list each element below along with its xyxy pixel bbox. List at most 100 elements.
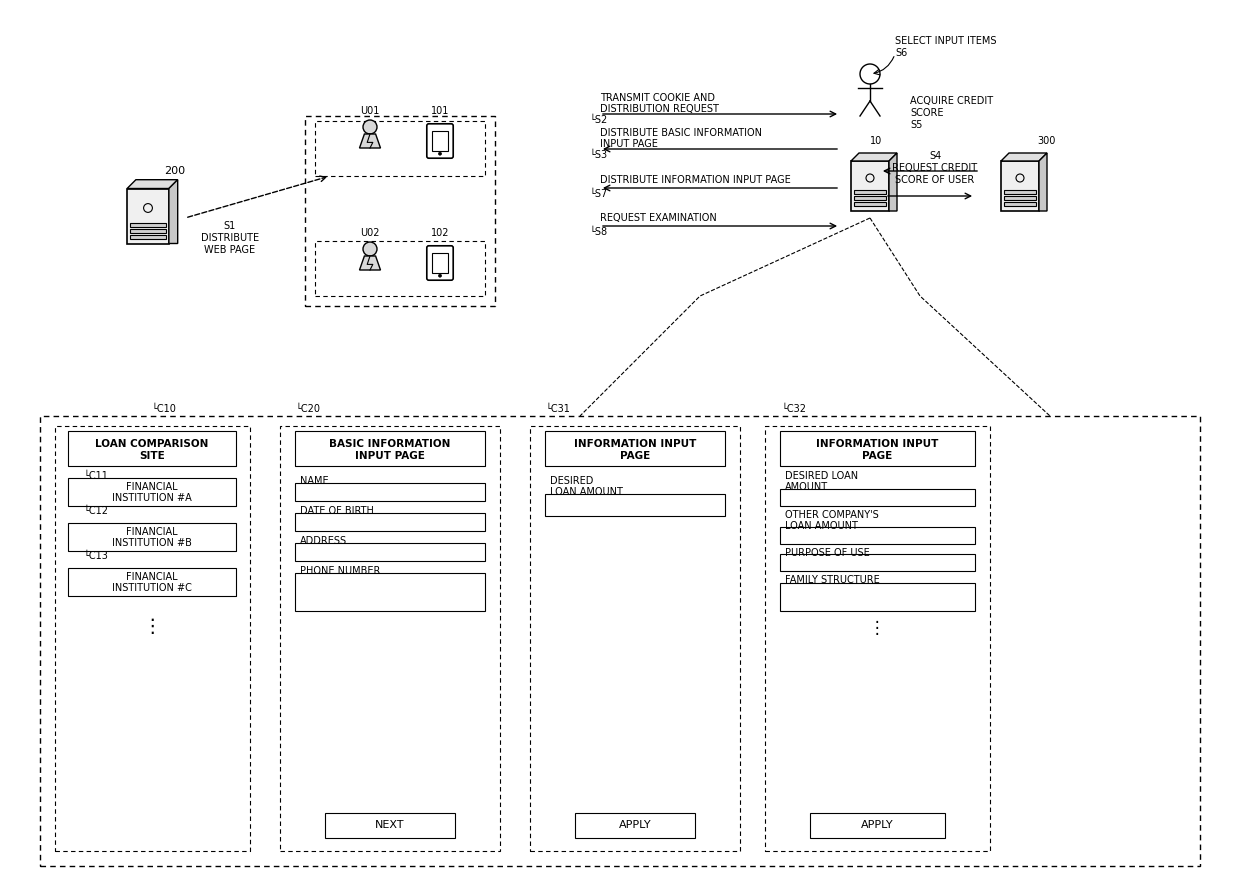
Bar: [854, 202, 887, 206]
Text: 200: 200: [165, 166, 186, 176]
Text: REQUEST EXAMINATION: REQUEST EXAMINATION: [600, 213, 717, 223]
Polygon shape: [1001, 153, 1047, 161]
Text: FINANCIAL: FINANCIAL: [126, 527, 177, 537]
Bar: [68, 568, 236, 596]
Bar: [432, 131, 448, 151]
Text: SITE: SITE: [139, 451, 165, 461]
Text: AMOUNT: AMOUNT: [785, 482, 828, 492]
Text: └S7: └S7: [590, 189, 609, 199]
Text: └C20: └C20: [296, 404, 321, 414]
Bar: [810, 813, 945, 838]
Text: INFORMATION INPUT: INFORMATION INPUT: [816, 439, 939, 449]
Text: DISTRIBUTE BASIC INFORMATION: DISTRIBUTE BASIC INFORMATION: [600, 128, 763, 138]
Bar: [68, 523, 236, 551]
Polygon shape: [360, 134, 381, 148]
Text: DISTRIBUTE: DISTRIBUTE: [201, 233, 259, 243]
Text: FINANCIAL: FINANCIAL: [126, 482, 177, 492]
Text: PURPOSE OF USE: PURPOSE OF USE: [785, 548, 869, 558]
Bar: [529, 426, 740, 851]
Text: 101: 101: [430, 106, 449, 116]
Bar: [780, 527, 975, 544]
Text: WEB PAGE: WEB PAGE: [205, 245, 255, 255]
Bar: [126, 188, 169, 244]
Text: FINANCIAL: FINANCIAL: [126, 572, 177, 582]
Bar: [130, 235, 166, 238]
Bar: [130, 222, 166, 227]
Circle shape: [439, 152, 441, 155]
Text: REQUEST CREDIT: REQUEST CREDIT: [893, 163, 977, 173]
Text: INPUT PAGE: INPUT PAGE: [355, 451, 425, 461]
Text: APPLY: APPLY: [619, 820, 651, 830]
Text: U02: U02: [361, 228, 379, 238]
Bar: [1001, 161, 1039, 211]
Bar: [780, 431, 975, 466]
Bar: [325, 813, 455, 838]
Text: OTHER COMPANY'S: OTHER COMPANY'S: [785, 510, 879, 520]
Bar: [546, 431, 725, 466]
Polygon shape: [169, 180, 177, 244]
Circle shape: [363, 242, 377, 256]
Text: └S2: └S2: [590, 115, 609, 125]
Text: ⋮: ⋮: [869, 619, 885, 637]
Text: SCORE OF USER: SCORE OF USER: [895, 175, 975, 185]
Bar: [295, 573, 485, 611]
Text: INSTITUTION #B: INSTITUTION #B: [112, 538, 192, 548]
Text: S6: S6: [895, 48, 908, 58]
Text: DESIRED LOAN: DESIRED LOAN: [785, 471, 858, 481]
Bar: [55, 426, 250, 851]
Text: └C31: └C31: [546, 404, 570, 414]
Bar: [546, 494, 725, 516]
Bar: [780, 489, 975, 506]
FancyBboxPatch shape: [427, 246, 453, 280]
Text: NAME: NAME: [300, 476, 329, 486]
Polygon shape: [889, 153, 897, 211]
Text: INFORMATION INPUT: INFORMATION INPUT: [574, 439, 696, 449]
Polygon shape: [1039, 153, 1047, 211]
Text: LOAN AMOUNT: LOAN AMOUNT: [551, 487, 622, 497]
Bar: [854, 196, 887, 200]
Polygon shape: [851, 153, 897, 161]
Text: S5: S5: [910, 120, 923, 130]
Text: INSTITUTION #A: INSTITUTION #A: [112, 493, 192, 503]
Bar: [1004, 202, 1035, 206]
Polygon shape: [360, 256, 381, 270]
Bar: [130, 228, 166, 232]
Text: S1: S1: [224, 221, 236, 231]
Text: PHONE NUMBER: PHONE NUMBER: [300, 566, 381, 576]
Text: └C13: └C13: [83, 551, 108, 561]
Bar: [295, 431, 485, 466]
Text: 300: 300: [1038, 136, 1056, 146]
Text: LOAN COMPARISON: LOAN COMPARISON: [95, 439, 208, 449]
Bar: [40, 416, 1200, 866]
Text: NEXT: NEXT: [376, 820, 404, 830]
Text: S4: S4: [929, 151, 941, 161]
Text: PAGE: PAGE: [862, 451, 892, 461]
Text: INSTITUTION #C: INSTITUTION #C: [112, 583, 192, 593]
Text: SCORE: SCORE: [910, 108, 944, 118]
Bar: [780, 583, 975, 611]
Text: DESIRED: DESIRED: [551, 476, 594, 486]
Text: └C10: └C10: [153, 404, 177, 414]
Bar: [68, 431, 236, 466]
Text: ACQUIRE CREDIT: ACQUIRE CREDIT: [910, 96, 993, 106]
Text: └C11: └C11: [83, 471, 108, 481]
Text: DATE OF BIRTH: DATE OF BIRTH: [300, 506, 374, 516]
Bar: [315, 241, 485, 296]
Text: DISTRIBUTION REQUEST: DISTRIBUTION REQUEST: [600, 104, 719, 114]
Text: └C12: └C12: [83, 506, 108, 516]
Text: ⋮: ⋮: [143, 616, 161, 635]
Text: DISTRIBUTE INFORMATION INPUT PAGE: DISTRIBUTE INFORMATION INPUT PAGE: [600, 175, 791, 185]
Polygon shape: [126, 180, 177, 188]
Text: ADDRESS: ADDRESS: [300, 536, 347, 546]
FancyBboxPatch shape: [427, 124, 453, 159]
Text: LOAN AMOUNT: LOAN AMOUNT: [785, 521, 858, 531]
Bar: [432, 253, 448, 273]
Bar: [575, 813, 694, 838]
Text: APPLY: APPLY: [861, 820, 893, 830]
Text: INPUT PAGE: INPUT PAGE: [600, 139, 658, 149]
Text: 10: 10: [870, 136, 882, 146]
Text: └S8: └S8: [590, 227, 608, 237]
Bar: [765, 426, 990, 851]
Bar: [68, 478, 236, 506]
Circle shape: [439, 274, 441, 277]
